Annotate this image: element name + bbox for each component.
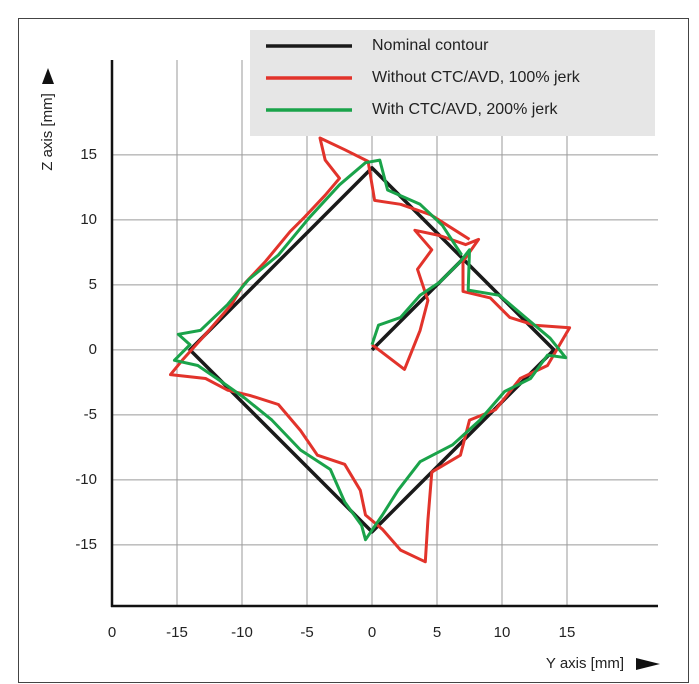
y-tick-label: -15 <box>75 536 97 553</box>
series-line <box>172 158 568 542</box>
x-axis-label: Y axis [mm] <box>546 655 624 672</box>
y-tick-label: 5 <box>89 276 97 293</box>
y-axis-arrow <box>42 68 54 84</box>
plot-area <box>169 136 572 564</box>
x-tick-label: -10 <box>231 624 253 641</box>
y-axis-label: Z axis [mm] <box>39 93 56 171</box>
x-tick-label: 0 <box>368 624 376 641</box>
grid: 0 -15 -10 -5 0 5 10 15 -15 -10 -5 0 5 10 15 <box>75 60 658 641</box>
legend-label: With CTC/AVD, 200% jerk <box>372 101 559 118</box>
x-tick-label: 10 <box>494 624 511 641</box>
x-tick-label: 0 <box>108 624 116 641</box>
x-tick-label: -5 <box>300 624 313 641</box>
y-tick-label: 0 <box>89 341 97 358</box>
y-tick-label: -10 <box>75 471 97 488</box>
y-tick-label: -5 <box>84 406 97 423</box>
series-line <box>169 136 572 564</box>
y-tick-label: 15 <box>80 146 97 163</box>
x-axis-arrow <box>636 658 660 670</box>
y-tick-label: 10 <box>80 211 97 228</box>
x-tick-label: -15 <box>166 624 188 641</box>
legend: Nominal contour Without CTC/AVD, 100% jer… <box>250 30 655 136</box>
x-tick-label: 15 <box>559 624 576 641</box>
legend-label: Without CTC/AVD, 100% jerk <box>372 69 581 86</box>
frame <box>18 18 689 683</box>
legend-label: Nominal contour <box>372 37 489 54</box>
x-tick-label: 5 <box>433 624 441 641</box>
